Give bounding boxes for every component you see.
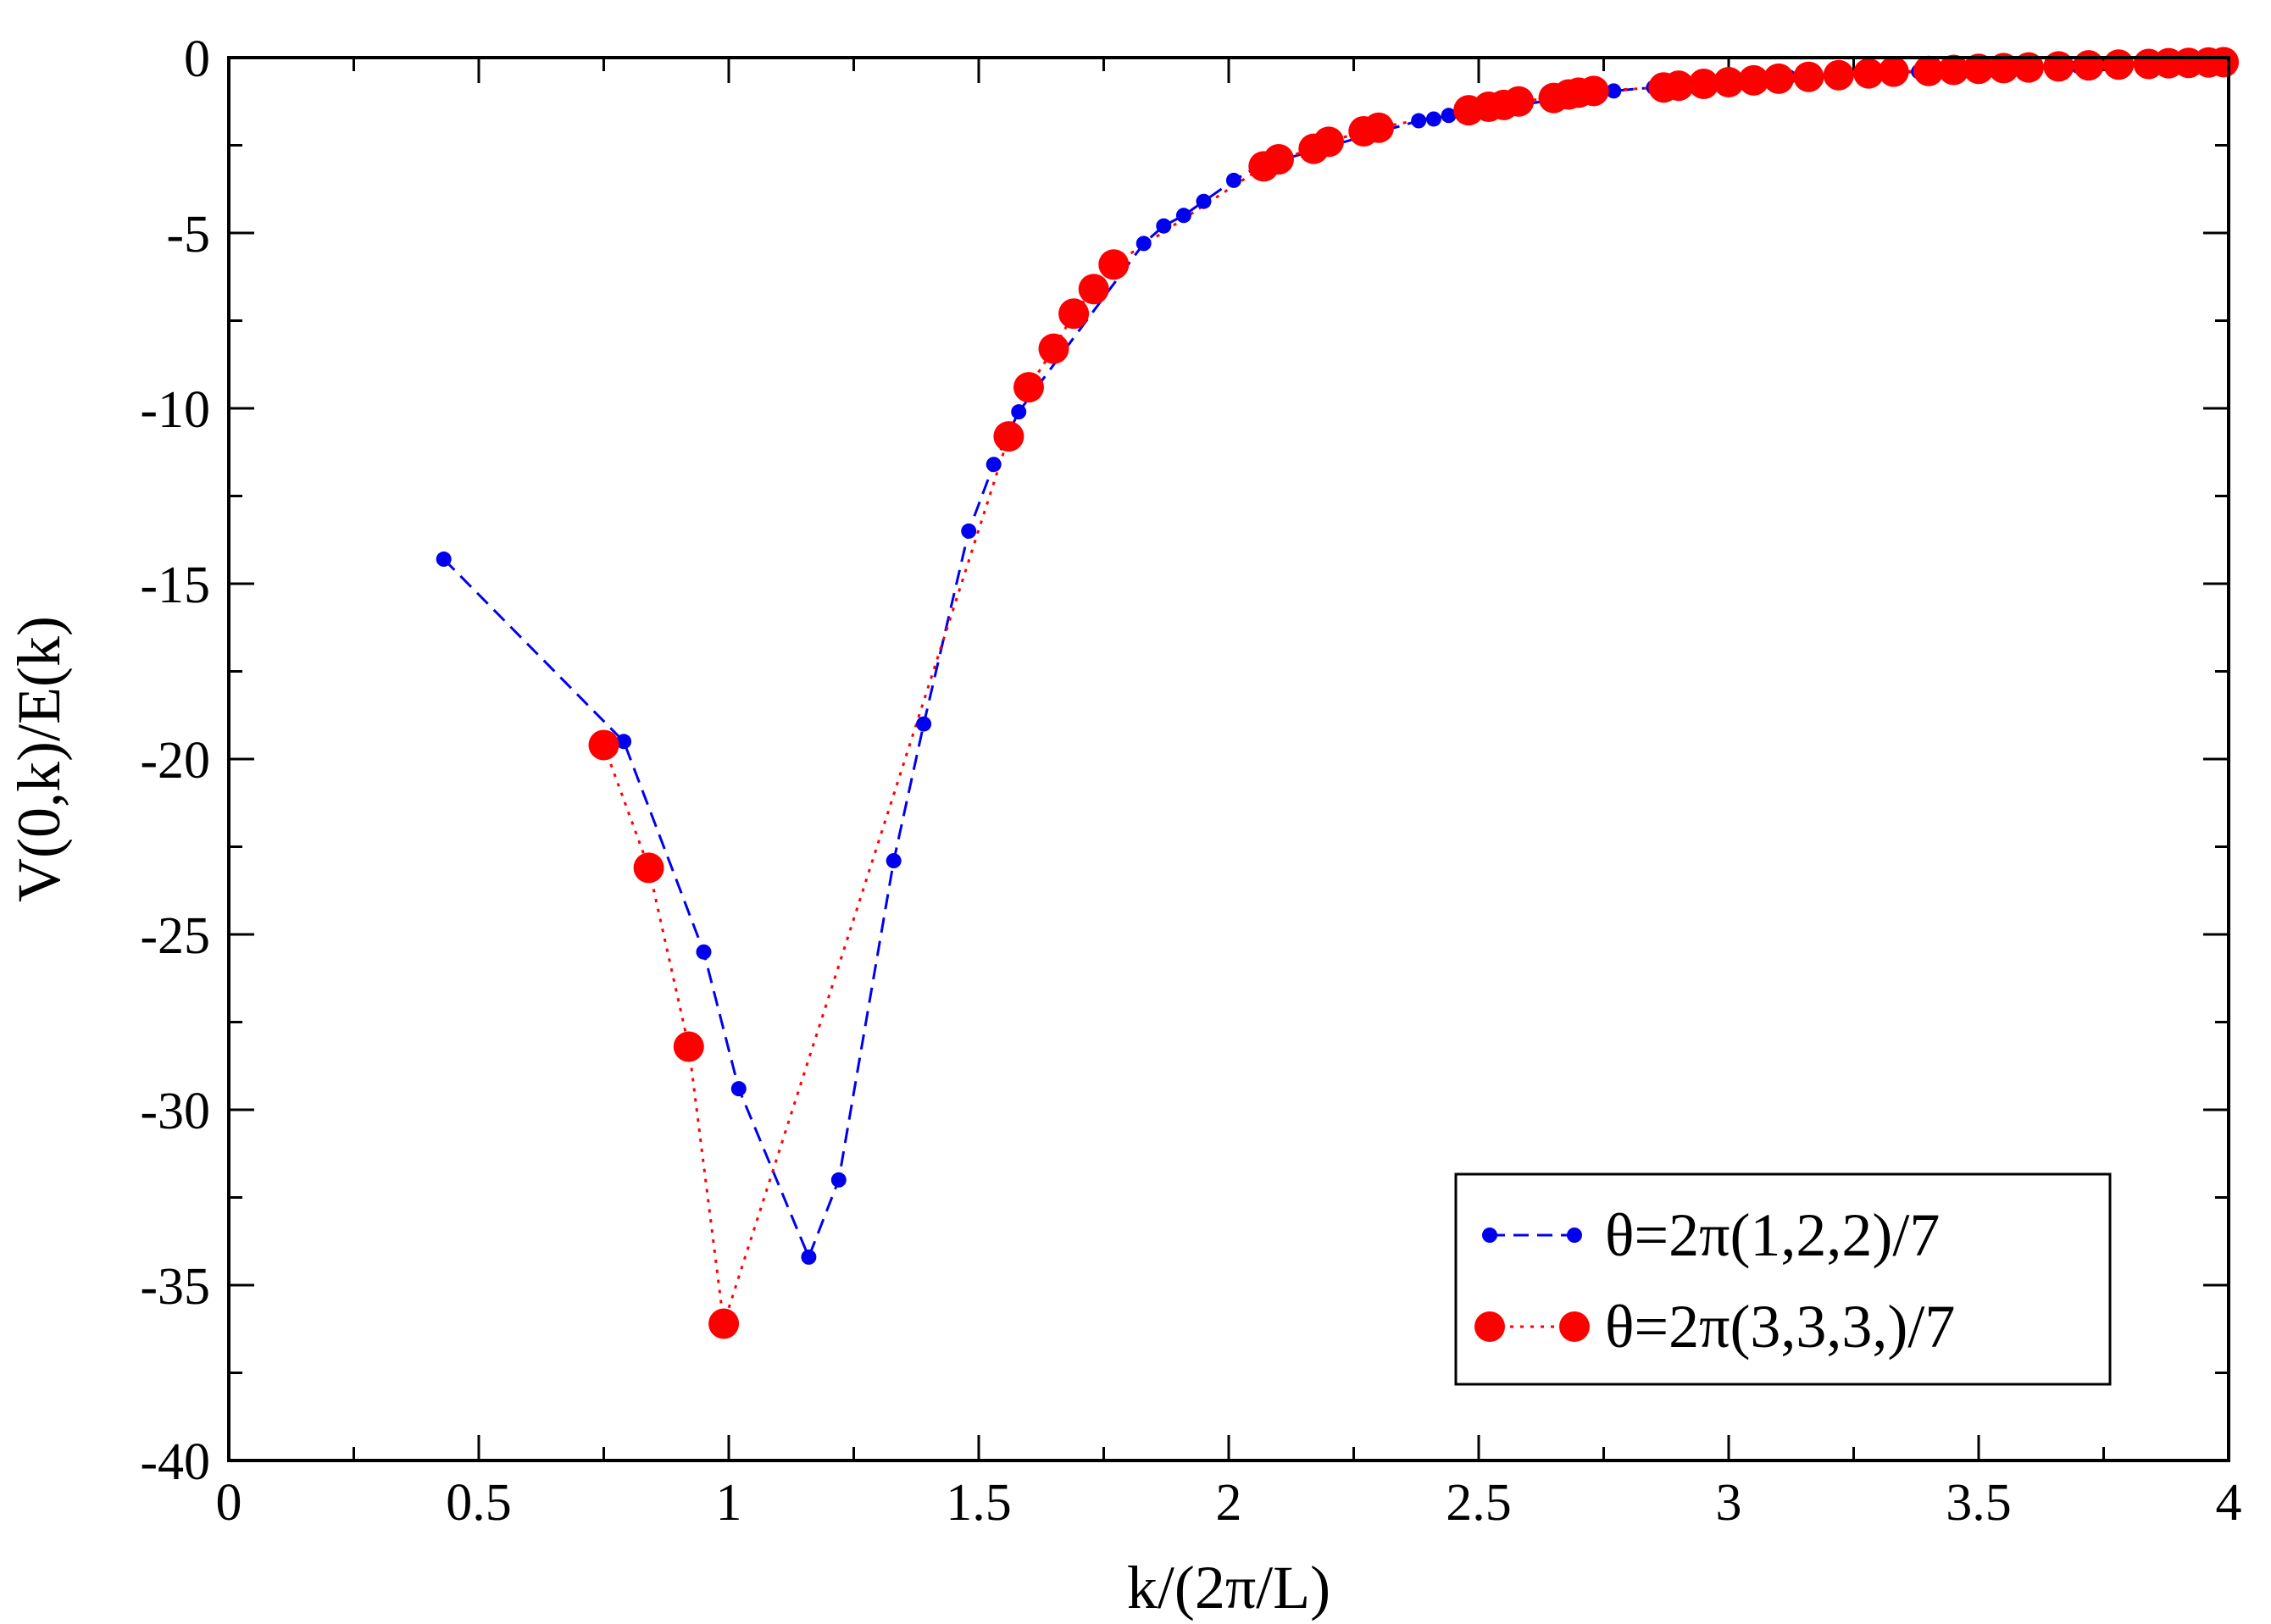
- series-1-point: [696, 944, 712, 960]
- series-2-point: [1713, 66, 1744, 97]
- series-line-1: [442, 60, 2229, 1259]
- series-2-point: [993, 421, 1024, 452]
- series-2-point: [1263, 144, 1294, 175]
- series-2-point: [1058, 298, 1090, 330]
- series-2-point: [1013, 372, 1044, 403]
- x-axis-title: k/(2π/L): [1127, 1554, 1330, 1621]
- series-1-point: [1156, 218, 1172, 234]
- series-2-point: [1363, 112, 1394, 143]
- legend-box: [1454, 1172, 2112, 1386]
- y-tick-label: -25: [140, 907, 210, 965]
- y-tick-label: -35: [140, 1258, 210, 1316]
- series-2-point: [2013, 52, 2044, 83]
- series-2-point: [1578, 75, 1609, 107]
- series-1-point: [436, 551, 452, 568]
- series-2-point: [1878, 56, 1909, 87]
- x-tick-label: 1.5: [946, 1474, 1012, 1532]
- series-2-point: [1763, 63, 1794, 94]
- x-tick-label: 0: [216, 1474, 242, 1532]
- series-2-point: [1913, 55, 1944, 86]
- series-2-point: [633, 852, 664, 884]
- series-1-point: [1425, 111, 1441, 127]
- series-2-point: [1098, 249, 1130, 280]
- legend-marker-series-1-end: [1567, 1228, 1582, 1243]
- series-1-point: [986, 457, 1002, 473]
- legend-marker-series-1-start: [1482, 1228, 1497, 1243]
- series-2-point: [1853, 58, 1885, 89]
- series-2-point: [673, 1031, 704, 1062]
- series-1-point: [830, 1172, 847, 1188]
- x-tick-label: 2: [1216, 1474, 1242, 1532]
- x-tick-label: 2.5: [1446, 1474, 1512, 1532]
- series-1-point: [801, 1249, 817, 1265]
- series-1-point: [1175, 208, 1191, 224]
- y-tick-label: -15: [140, 557, 210, 614]
- series-1-point: [1136, 236, 1152, 252]
- y-tick-label: -5: [166, 206, 210, 263]
- x-tick-label: 3: [1716, 1474, 1742, 1532]
- y-axis-title: V(0,k)/E(k): [5, 616, 73, 902]
- series-2-point: [1503, 86, 1535, 117]
- series-2-point: [1313, 126, 1344, 158]
- series-2-point: [2208, 47, 2240, 78]
- y-tick-label: -20: [140, 732, 210, 790]
- series-2-point: [1988, 53, 2019, 84]
- series-1-point: [1441, 108, 1457, 124]
- legend-label-series-1: θ=2π(1,2,2)/7: [1605, 1201, 1940, 1269]
- series-1-point: [1606, 83, 1622, 99]
- series-2-point: [1038, 333, 1069, 364]
- tick-labels: 0 0.5 1 1.5 2 2.5 3 3.5 4 0 -5 -10 -15 -20 -25 -30 -35 -4…: [140, 30, 2241, 1532]
- x-tick-label: 1: [716, 1474, 742, 1532]
- plot-frame: [227, 56, 2230, 1462]
- series-1-point: [886, 853, 902, 869]
- series-1-point: [1225, 172, 1241, 188]
- series-1-point: [730, 1081, 747, 1097]
- series-2-point: [588, 729, 619, 761]
- series-1-point: [1011, 404, 1027, 420]
- x-tick-label: 3.5: [1946, 1474, 2012, 1532]
- legend-label-series-2: θ=2π(3,3,3,)/7: [1605, 1293, 1955, 1361]
- series-2-point: [1938, 54, 1969, 86]
- series-2-point: [1663, 70, 1694, 102]
- legend: θ=2π(1,2,2)/7 θ=2π(3,3,3,)/7: [1454, 1172, 2112, 1386]
- series-2-point: [1823, 59, 1854, 91]
- legend-marker-series-2-start: [1474, 1311, 1505, 1342]
- y-tick-label: -40: [140, 1433, 210, 1491]
- series-2-point: [1688, 69, 1719, 100]
- y-tick-label: 0: [184, 30, 210, 88]
- series-1-point: [961, 523, 977, 539]
- series-2-point: [1078, 274, 1109, 305]
- series-1-point: [616, 734, 632, 750]
- series-2-point: [2073, 50, 2104, 81]
- x-tick-label: 0.5: [446, 1474, 512, 1532]
- series-2-point: [708, 1308, 740, 1339]
- series-2-point: [1963, 53, 1994, 85]
- series-layer: [436, 47, 2240, 1339]
- series-2-point: [2043, 51, 2074, 82]
- series-1-point: [1411, 113, 1427, 129]
- y-tick-label: -30: [140, 1083, 210, 1140]
- series-2-point: [1793, 61, 1824, 92]
- series-1-point: [1196, 193, 1212, 209]
- y-tick-label: -10: [140, 381, 210, 439]
- legend-marker-series-2-end: [1559, 1311, 1590, 1342]
- series-2-point: [2103, 49, 2135, 80]
- x-tick-label: 4: [2216, 1474, 2242, 1532]
- series-2-point: [1738, 64, 1769, 96]
- series-1-point: [916, 716, 932, 732]
